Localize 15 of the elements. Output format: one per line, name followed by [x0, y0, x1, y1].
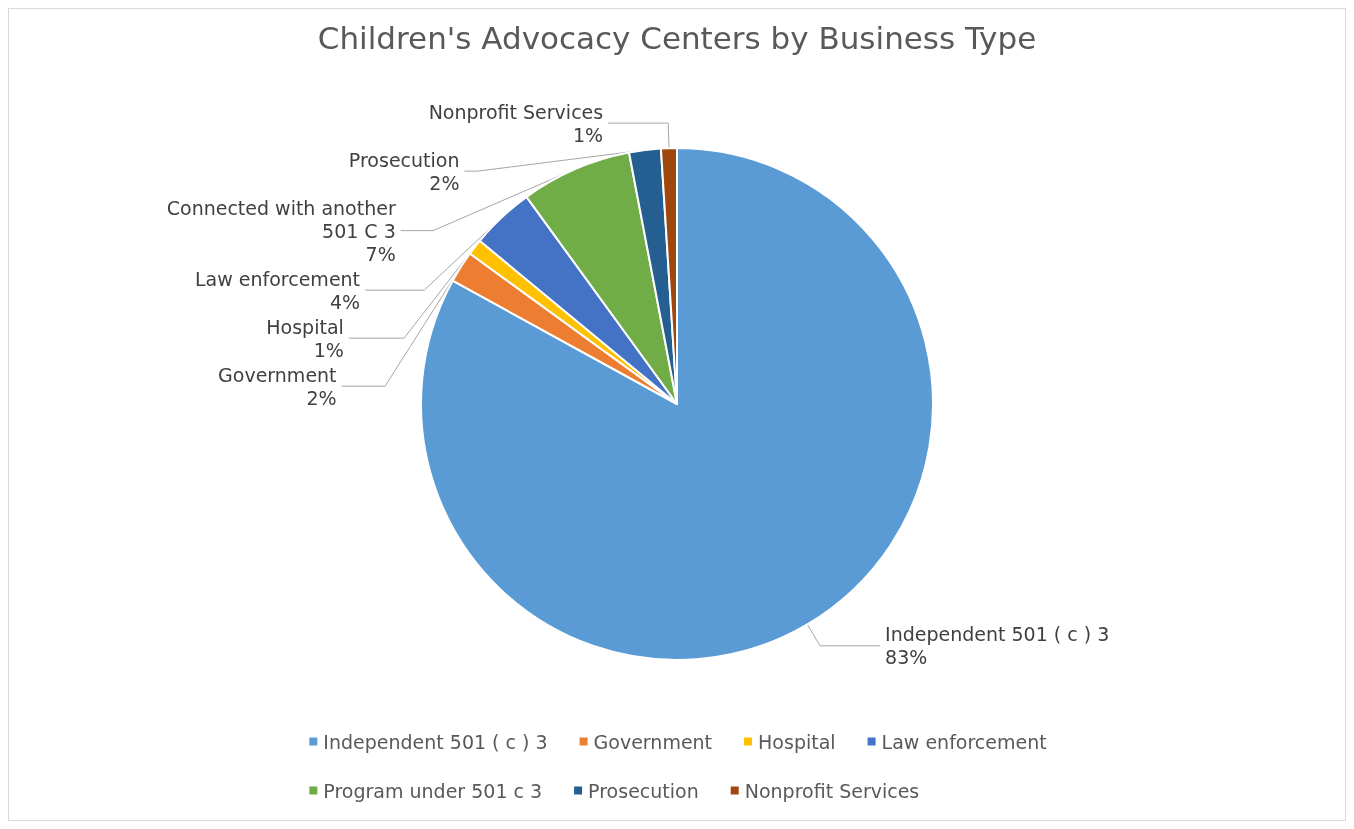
- data-label: Nonprofit Services 1%: [428, 100, 604, 146]
- data-label: Prosecution 2%: [348, 148, 460, 194]
- legend-label: Nonprofit Services: [744, 779, 920, 802]
- data-label: Connected with another 501 C 3 7%: [166, 196, 396, 265]
- legend-label: Law enforcement: [881, 730, 1047, 753]
- legend-label: Independent 501 ( c ) 3: [323, 730, 548, 753]
- data-label: Independent 501 ( c ) 3 83%: [885, 623, 1110, 669]
- data-label: Government 2%: [218, 363, 337, 409]
- legend-label: Hospital: [758, 730, 836, 753]
- chart-title: Children's Advocacy Centers by Business Type: [317, 19, 1037, 56]
- data-label: Law enforcement 4%: [194, 267, 361, 313]
- legend-label: Prosecution: [588, 779, 699, 802]
- legend-label: Government: [593, 730, 713, 753]
- data-label: Hospital 1%: [266, 315, 344, 361]
- legend-label: Program under 501 c 3: [323, 779, 543, 802]
